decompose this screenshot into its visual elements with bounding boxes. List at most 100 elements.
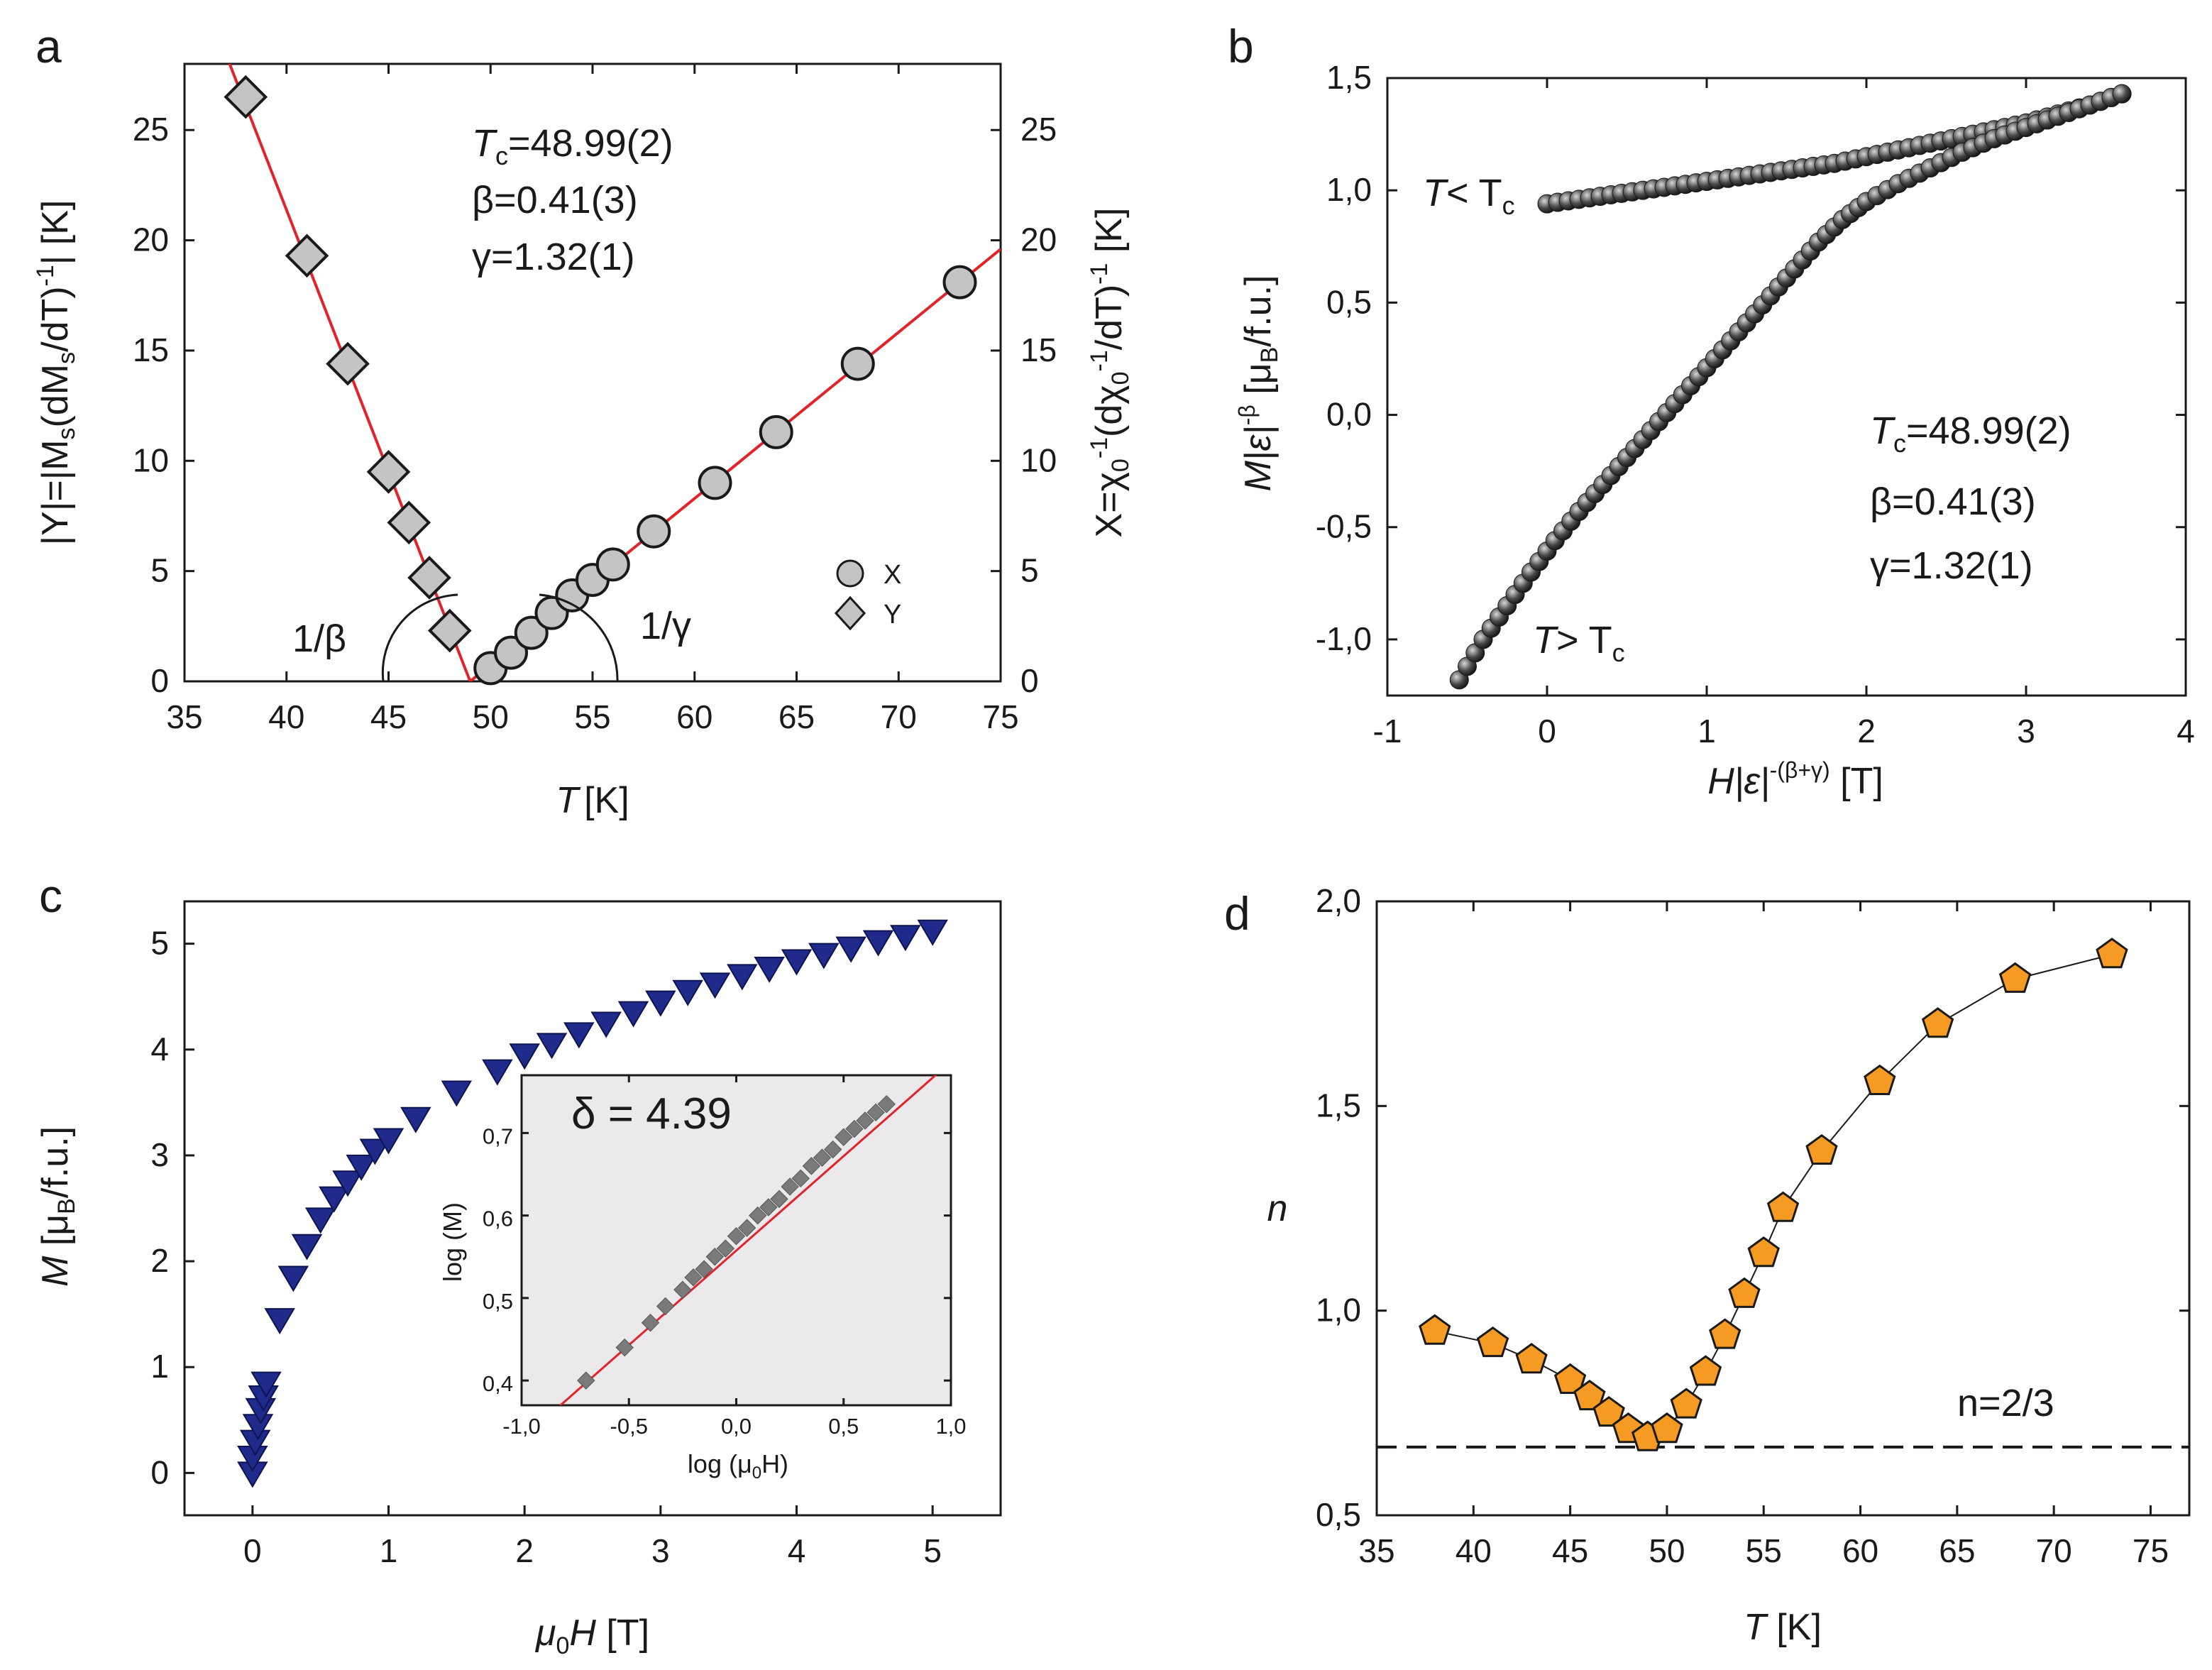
panel-d-label: d [1224,887,1250,940]
panel-d-data-points [1419,938,2128,1451]
y-point [224,75,268,119]
panel-c-y-tick-label: 5 [150,925,169,962]
panel-d-y-tick-label: 2,0 [1316,882,1361,919]
panel-a-y-right-tick-label: 5 [1020,552,1039,589]
panel-a-y-tick-label: 0 [150,662,169,699]
panel-d-x-tick-label: 50 [1649,1532,1685,1569]
m-vs-h-point [699,972,731,999]
panel-d-x-axis-label: T [K] [1744,1607,1822,1648]
panel-a-x-tick-label: 55 [574,698,610,735]
panel-c-y-ticks: 0 1 2 3 4 5 [150,925,194,1490]
panel-b-x-tick-label: -1 [1373,713,1402,749]
panel-a-x-axis-label: T [K] [556,780,629,821]
panel-b-label: b [1228,20,1254,72]
panel-d-x-tick-label: 75 [2133,1532,2169,1569]
panel-b-beta: β=0.41(3) [1870,480,2036,523]
panel-d-x-ticks: 35 40 45 50 55 60 65 70 75 [1358,901,2169,1569]
m-vs-h-point [536,1033,568,1060]
panel-c-x-tick-label: 1 [380,1532,398,1569]
above-tc-point [2112,84,2132,104]
inset-y-tick-label: 0,5 [483,1289,513,1314]
panel-d-y-tick-label: 1,0 [1316,1292,1361,1329]
panel-a-y-right-tick-label: 15 [1020,331,1057,368]
inset-point [727,1226,746,1246]
panel-a-y-axis-label-right: X=χ0-1(dχ0-1/dT)-1 [K] [1086,208,1134,538]
panel-b-y-tick-label: 0,5 [1326,283,1372,320]
inset-point [759,1198,778,1216]
inset-point [845,1119,864,1138]
inv-beta-label: 1/β [292,617,346,660]
panel-d-y-tick-label: 0,5 [1316,1496,1361,1533]
x-point [942,265,977,300]
n-point [1592,1395,1625,1427]
panel-d-x-tick-label: 60 [1842,1532,1878,1569]
panel-a-tc: Tc=48.99(2) [472,122,673,170]
x-point [840,346,875,381]
inset-x-tick-label: 0,0 [721,1414,752,1439]
panel-a-gamma: γ=1.32(1) [472,236,635,278]
panel-d-y-tick-label: 1,5 [1316,1087,1361,1124]
inset-point [684,1268,703,1287]
n-point [1573,1379,1606,1411]
panel-a-y-right-tick-label: 20 [1020,221,1057,258]
panel-b-x-tick-label: 3 [2017,713,2035,749]
legend-y-marker [834,595,866,631]
n-point [1670,1388,1702,1419]
panel-a-y-tick-label: 25 [133,111,169,148]
panel-b-y-axis-label: M|ε|-β [μB/f.u.] [1234,275,1283,492]
m-vs-h-point [482,1059,513,1086]
panel-a-y-ticks-right: 0 5 10 15 20 25 [991,111,1057,699]
n-point [1553,1363,1587,1394]
panel-b-y-tick-label: 1,0 [1326,171,1372,208]
panel-d-x-tick-label: 65 [1939,1532,1975,1569]
y-point [387,500,431,545]
inset-point [737,1219,756,1237]
panel-a-x-tick-label: 70 [881,698,917,735]
inset-point [877,1094,896,1114]
inv-gamma-label: 1/γ [640,605,691,647]
x-point [698,466,732,500]
inset-point [866,1103,885,1122]
m-vs-h-point [359,1138,391,1165]
inset-y-axis-label: log (M) [438,1202,467,1282]
panel-c-y-tick-label: 4 [150,1031,169,1067]
inset-point [695,1260,713,1278]
inset-point [835,1128,853,1146]
inset-x-tick-label: -1,0 [502,1414,540,1439]
legend-y-label: Y [884,600,901,630]
legend-x-label: X [884,560,901,590]
m-vs-h-point [672,979,703,1006]
inset-point [577,1371,595,1390]
panel-b-y-tick-label: -1,0 [1316,620,1372,657]
inv-beta-arc [381,593,458,682]
panel-c-y-tick-label: 2 [150,1242,169,1279]
inset-point [716,1239,735,1258]
panel-b-frame [1386,77,2187,697]
m-vs-h-point [645,990,676,1017]
m-vs-h-point [835,936,866,963]
inset-point [656,1297,675,1316]
panel-a-x-ticks: 35 40 45 50 55 60 65 70 75 [166,64,1019,735]
panel-a-y-tick-label: 15 [133,331,169,368]
panel-c-x-tick-label: 3 [651,1532,670,1569]
inset-point [641,1314,660,1332]
panel-b-y-tick-label: 0,0 [1326,396,1372,433]
inset-x-ticks: -1,0 -0,5 0,0 0,5 1,0 [502,1075,967,1439]
m-vs-h-point [917,919,948,946]
x-point [494,635,528,670]
panel-c-x-tick-label: 0 [243,1532,262,1569]
m-vs-h-point [291,1234,323,1260]
panel-c-label: c [39,869,62,922]
m-vs-h-point [781,949,813,976]
panel-c-x-axis-label: μ0H [T] [534,1613,649,1659]
panel-d-y-ticks: 0,5 1,0 1,5 2,0 [1316,882,2189,1533]
panel-b-data-points [1449,84,2132,690]
panel-c-x-tick-label: 2 [515,1532,534,1569]
m-vs-h-point [808,943,840,969]
n-point [1515,1343,1548,1374]
n-point [1651,1412,1683,1444]
n-point [1476,1326,1509,1358]
inset-fit-line [558,1075,937,1405]
m-vs-h-point [862,930,894,957]
panel-c-data-points [237,919,948,1488]
